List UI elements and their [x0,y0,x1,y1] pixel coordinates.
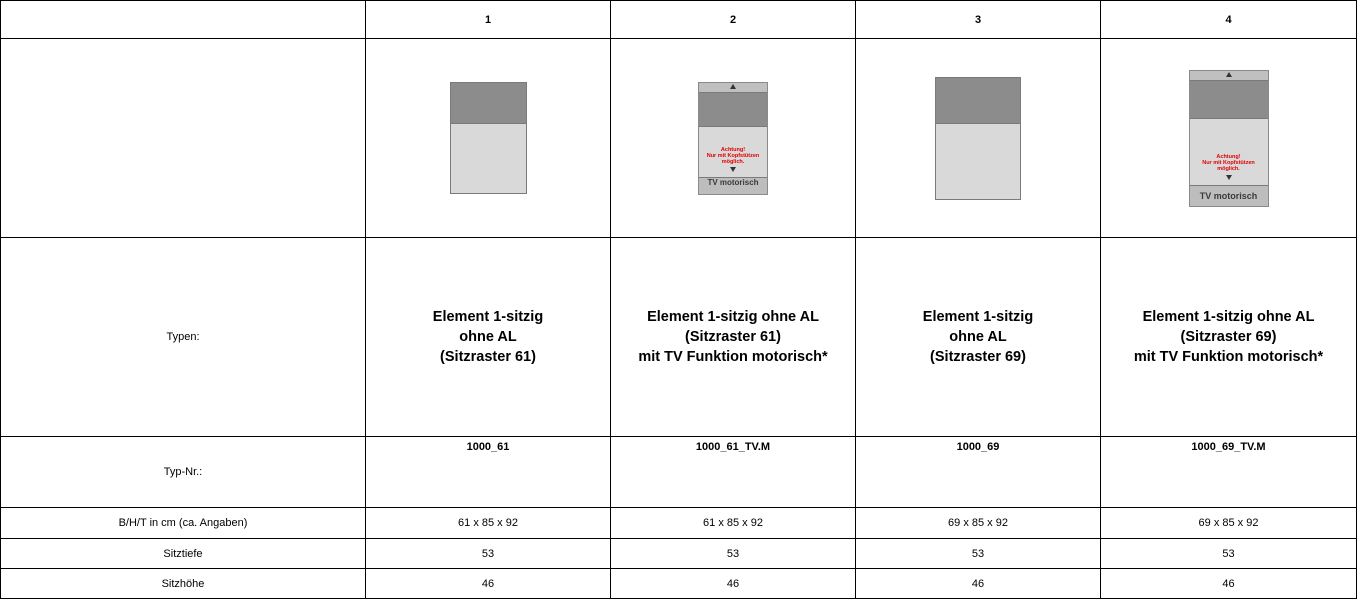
type-title: Element 1-sitzig ohne AL (Sitzraster 69) [922,309,1034,365]
header-row: 1 2 3 4 [0,0,1357,39]
sitzhoehe-row: Sitzhöhe 46 46 46 46 [0,568,1357,599]
dimensions-row: B/H/T in cm (ca. Angaben) 61 x 85 x 92 6… [0,507,1357,539]
type-title: Element 1-sitzig ohne AL (Sitzraster 61) [432,309,544,365]
headrest-warning: Achtung! Nur mit Kopfstützen möglich. [706,146,760,165]
type-row: Typen: Element 1-sitzig ohne AL (Sitzras… [0,237,1357,437]
typnr-cell-2: 1000_61_TV.M [610,436,856,508]
typen-label: Typen: [0,237,366,437]
headrest-warning: Achtung! Nur mit Kopfstützen möglich. [1202,153,1255,172]
type-cell-1: Element 1-sitzig ohne AL (Sitzraster 61) [365,237,611,437]
typnr-label: Typ-Nr.: [0,436,366,508]
tv-label: TV motorisch [1199,190,1258,201]
sitztiefe-cell-3: 53 [855,538,1101,569]
type-title: Element 1-sitzig ohne AL (Sitzraster 69)… [1133,309,1324,365]
typnr-cell-1: 1000_61 [365,436,611,508]
sitzhoehe-cell-3: 46 [855,568,1101,599]
dimensions-label: B/H/T in cm (ca. Angaben) [0,507,366,539]
element-69-image [935,76,1021,200]
typnr-row: Typ-Nr.: 1000_61 1000_61_TV.M 1000_69 10… [0,436,1357,508]
element-61-image [449,82,527,194]
dimensions-cell-1: 61 x 85 x 92 [365,507,611,539]
image-label-cell [0,38,366,238]
type-cell-2: Element 1-sitzig ohne AL (Sitzraster 61)… [610,237,856,437]
type-title: Element 1-sitzig ohne AL (Sitzraster 61)… [638,309,828,365]
sitztiefe-label: Sitztiefe [0,538,366,569]
sitzhoehe-label: Sitzhöhe [0,568,366,599]
sitztiefe-cell-1: 53 [365,538,611,569]
header-empty-cell [0,0,366,39]
sitzhoehe-cell-4: 46 [1100,568,1357,599]
sitztiefe-cell-4: 53 [1100,538,1357,569]
type-cell-3: Element 1-sitzig ohne AL (Sitzraster 69) [855,237,1101,437]
sitzhoehe-cell-2: 46 [610,568,856,599]
sitzhoehe-cell-1: 46 [365,568,611,599]
typnr-cell-4: 1000_69_TV.M [1100,436,1357,508]
image-cell-1 [365,38,611,238]
dimensions-cell-4: 69 x 85 x 92 [1100,507,1357,539]
dimensions-cell-3: 69 x 85 x 92 [855,507,1101,539]
sitztiefe-row: Sitztiefe 53 53 53 53 [0,538,1357,569]
element-69-tv-image: Achtung! Nur mit Kopfstützen möglich. TV… [1188,69,1269,207]
arrow-down-icon [1225,174,1232,180]
arrow-down-icon [730,166,736,172]
arrow-up-icon [1225,71,1232,77]
column-number-1: 1 [365,0,611,39]
column-number-3: 3 [855,0,1101,39]
image-cell-3 [855,38,1101,238]
tv-label: TV motorisch [707,177,759,187]
dimensions-cell-2: 61 x 85 x 92 [610,507,856,539]
element-61-tv-image: Achtung! Nur mit Kopfstützen möglich. TV… [698,81,768,195]
typnr-cell-3: 1000_69 [855,436,1101,508]
column-number-2: 2 [610,0,856,39]
arrow-up-icon [730,83,736,89]
column-number-4: 4 [1100,0,1357,39]
image-cell-2: Achtung! Nur mit Kopfstützen möglich. TV… [610,38,856,238]
image-row: Achtung! Nur mit Kopfstützen möglich. TV… [0,38,1357,238]
image-cell-4: Achtung! Nur mit Kopfstützen möglich. TV… [1100,38,1357,238]
sitztiefe-cell-2: 53 [610,538,856,569]
type-cell-4: Element 1-sitzig ohne AL (Sitzraster 69)… [1100,237,1357,437]
